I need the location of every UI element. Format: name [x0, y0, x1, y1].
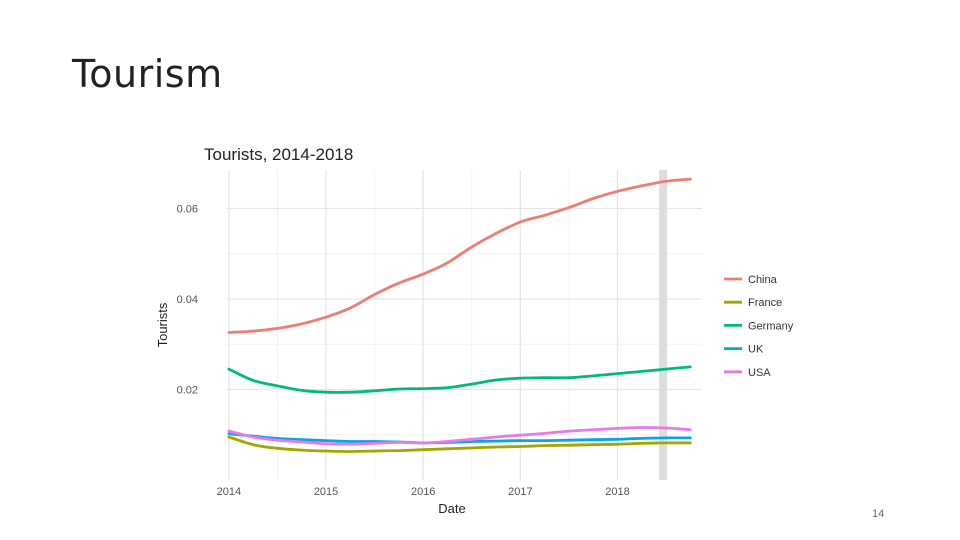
y-tick-label: 0.02 [177, 384, 198, 396]
x-tick-label: 2017 [508, 486, 532, 498]
series-line-china [227, 177, 692, 334]
x-axis-label: Date [438, 501, 465, 516]
highlight-band [659, 170, 668, 480]
y-tick-label: 0.04 [177, 294, 198, 306]
series-line-france [227, 435, 692, 453]
legend-label-germany: Germany [748, 320, 794, 332]
legend-label-france: France [748, 297, 782, 309]
chart-title: Tourists, 2014-2018 [204, 145, 353, 164]
slide-title: Tourism [72, 52, 223, 96]
series-line-uk [227, 432, 692, 445]
x-tick-label: 2018 [605, 486, 629, 498]
y-axis-label: Tourists [155, 302, 170, 347]
x-tick-label: 2015 [314, 486, 338, 498]
legend-label-china: China [748, 274, 778, 286]
chart-legend: China France Germany UK USA [724, 274, 794, 379]
chart-highlight-band [659, 170, 668, 480]
y-tick-label: 0.06 [177, 203, 198, 215]
legend-label-uk: UK [748, 344, 764, 356]
x-tick-label: 2014 [217, 486, 241, 498]
chart-tick-labels: 0.02 0.04 0.06 2014 2015 2016 2017 2018 [177, 203, 630, 498]
chart-series [227, 177, 692, 453]
series-line-germany [227, 365, 692, 394]
x-tick-label: 2016 [411, 486, 435, 498]
series-line-usa [227, 426, 692, 446]
legend-label-usa: USA [748, 367, 771, 379]
slide-number: 14 [872, 508, 885, 520]
